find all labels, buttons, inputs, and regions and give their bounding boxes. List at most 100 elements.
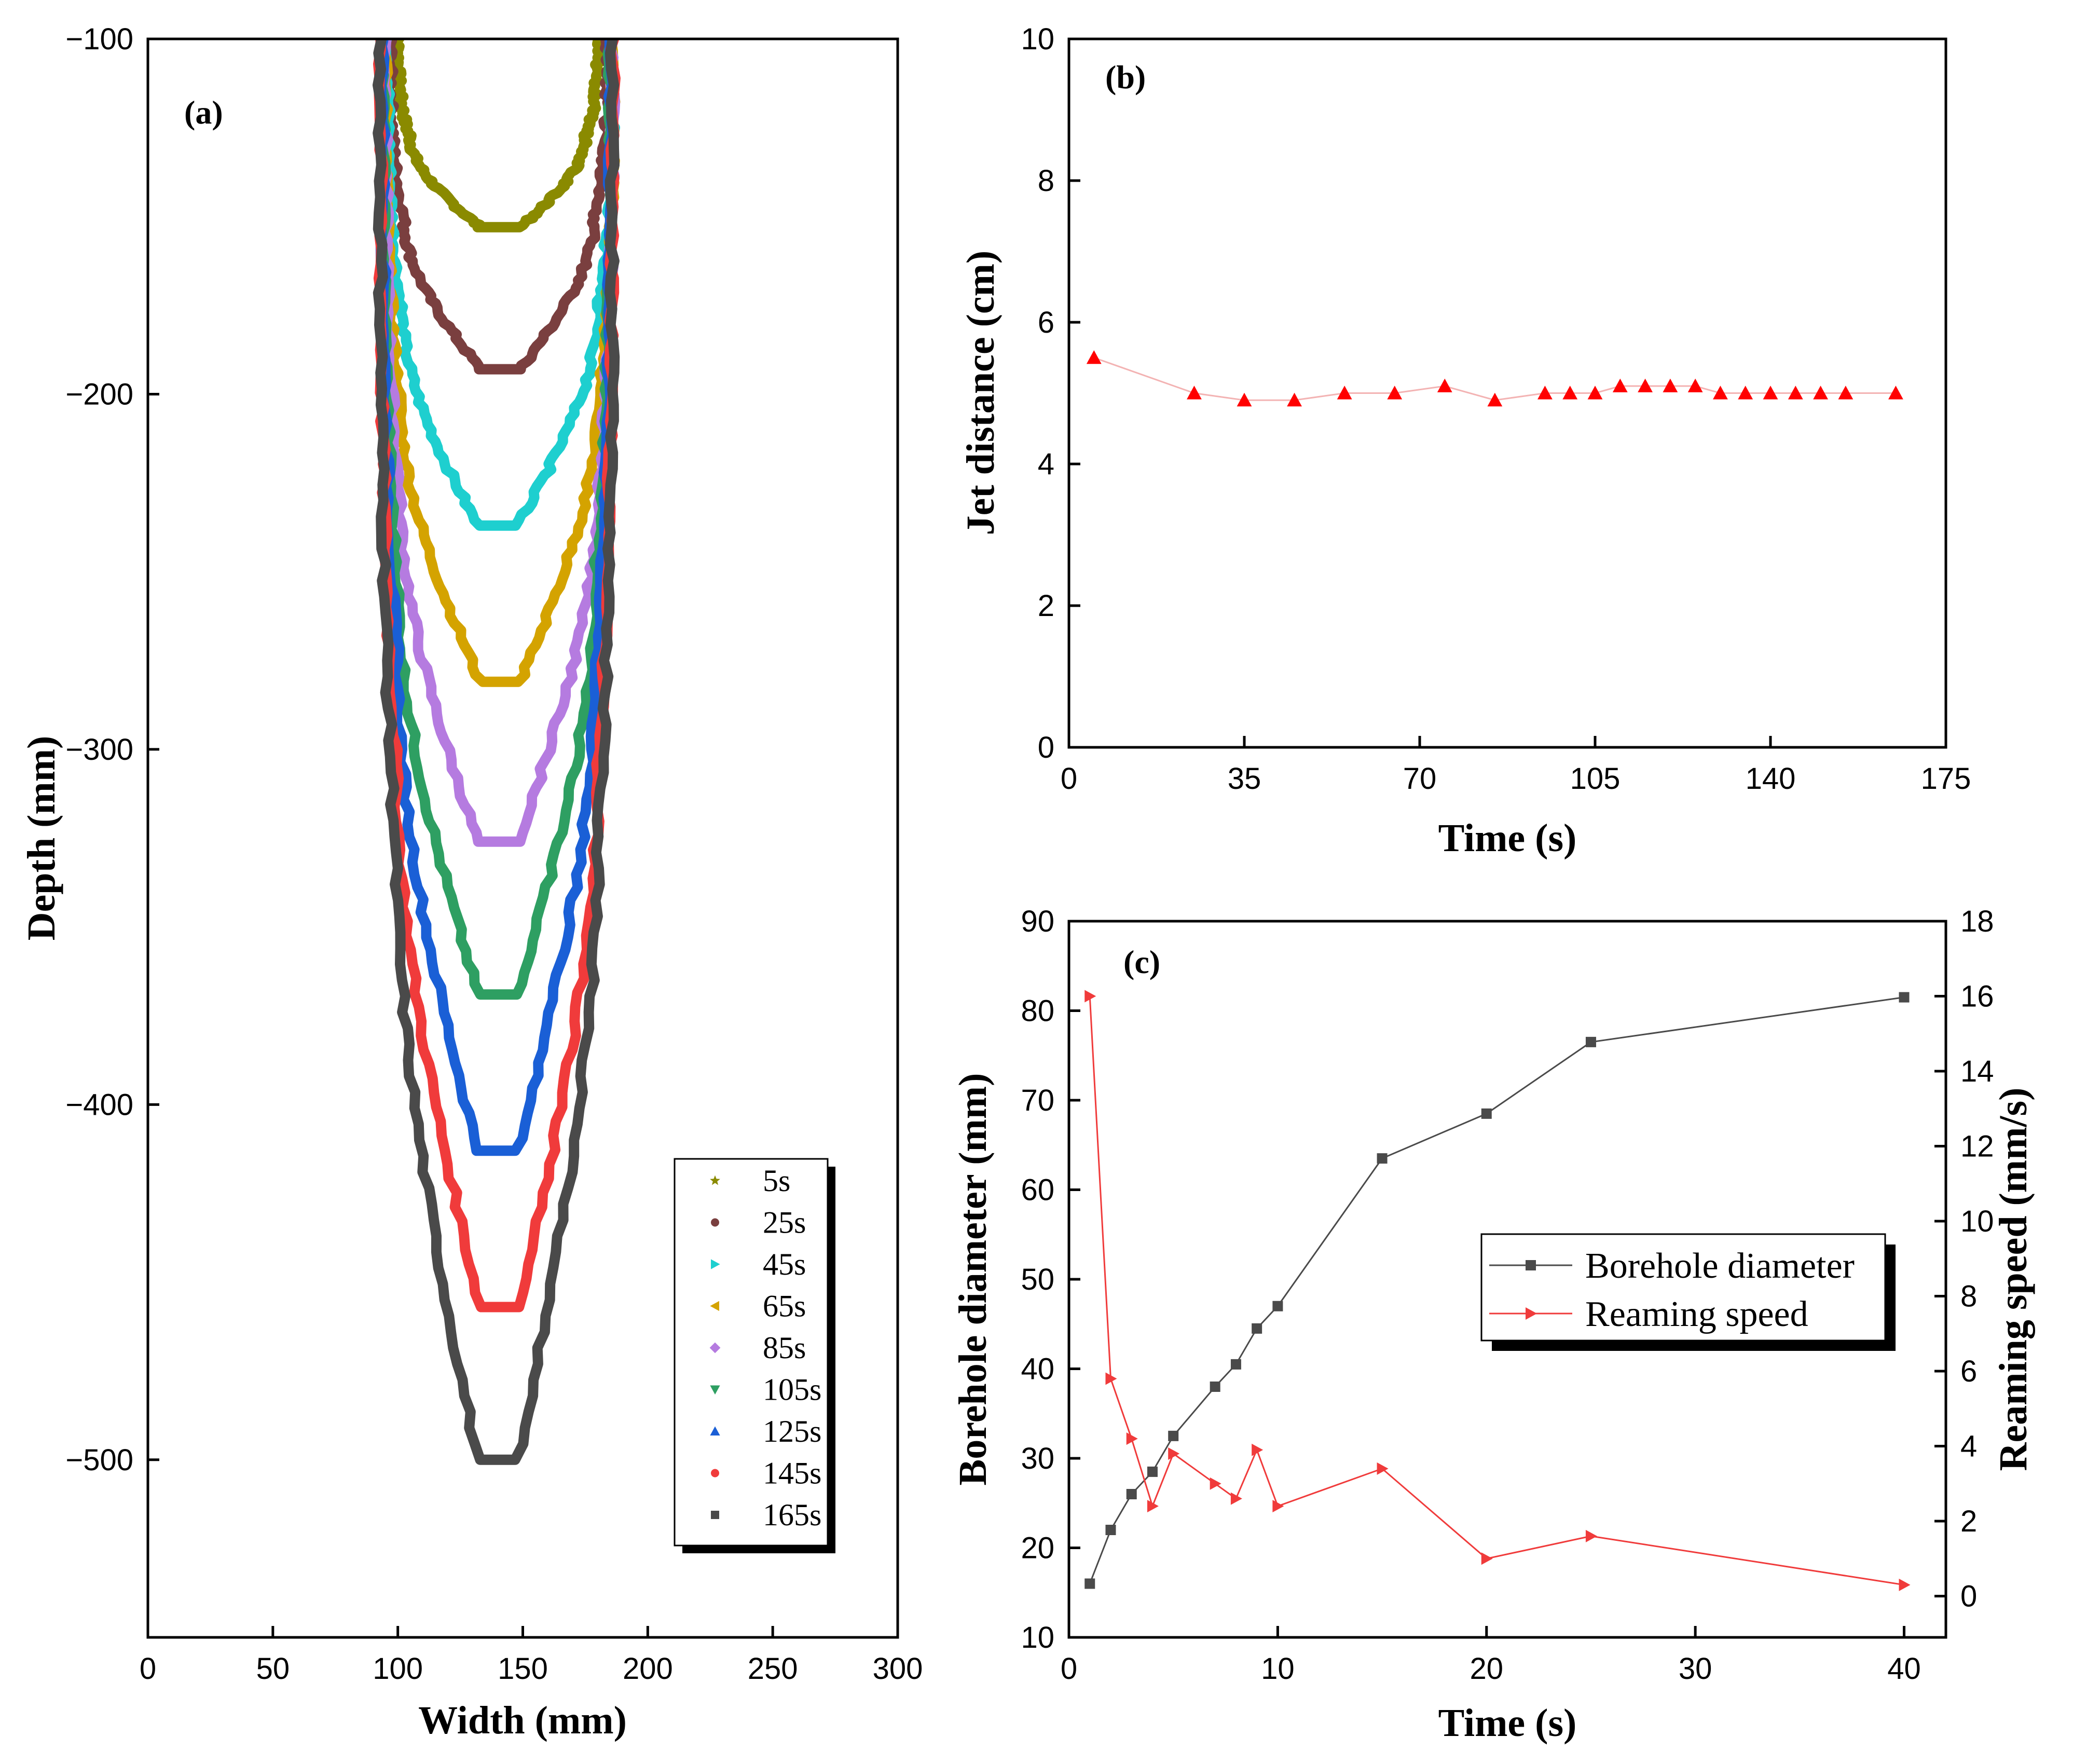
a-y-tick-label: −400 [65, 1088, 133, 1122]
c-data-point [1084, 990, 1096, 1003]
b-x-tick-label: 0 [1061, 762, 1077, 796]
c-data-point [1252, 1443, 1264, 1456]
c-data-point [1481, 1108, 1492, 1119]
b-y-tick-label: 6 [1038, 306, 1054, 339]
b-y-tick-label: 0 [1038, 731, 1054, 764]
c-y2-tick-label: 10 [1960, 1205, 1994, 1238]
b-data-point [1663, 378, 1678, 392]
b-series [1086, 350, 1903, 407]
c-legend-marker [1526, 1307, 1537, 1320]
a-y-tick-label: −300 [65, 733, 133, 767]
b-panel-label: (b) [1105, 59, 1146, 95]
a-legend-label: 105s [763, 1373, 821, 1407]
c-y-tick-label: 30 [1021, 1442, 1054, 1475]
c-y-tick-label: 40 [1021, 1352, 1054, 1386]
c-data-point [1126, 1489, 1137, 1499]
a-legend-marker [710, 1301, 719, 1311]
b-x-tick-label: 105 [1570, 762, 1621, 796]
c-y2-tick-label: 4 [1960, 1430, 1977, 1464]
c-x-tick-label: 0 [1061, 1652, 1077, 1686]
a-x-tick-label: 50 [256, 1652, 290, 1686]
c-data-point [1377, 1462, 1389, 1475]
b-x-tick-label: 140 [1746, 762, 1796, 796]
b-y-tick-label: 4 [1038, 447, 1054, 481]
a-legend-label: 5s [763, 1164, 790, 1198]
a-legend-marker [711, 1511, 719, 1519]
c-y-tick-label: 70 [1021, 1084, 1054, 1117]
b-x-tick-label: 175 [1921, 762, 1971, 796]
b-y-tick-label: 10 [1021, 22, 1054, 56]
b-data-point [1788, 386, 1803, 400]
a-profile-65s [378, 39, 621, 687]
c-data-point [1230, 1359, 1241, 1370]
a-legend-label: 25s [763, 1206, 806, 1240]
c-data-point [1168, 1447, 1180, 1460]
a-y-axis-title: Depth (mm) [20, 736, 63, 941]
a-y-tick-label: −200 [65, 377, 133, 411]
b-data-point [1612, 378, 1628, 392]
b-xticks: 0 35 70 105 140 175 [1061, 736, 1971, 796]
c-series [1084, 990, 1911, 1591]
b-data-point [1537, 386, 1553, 400]
b-data-point [1562, 386, 1578, 400]
a-x-tick-label: 0 [140, 1652, 156, 1686]
b-data-point [1237, 392, 1252, 407]
a-profile-165s [373, 39, 620, 1465]
a-legend-label: 85s [763, 1331, 806, 1365]
b-data-point [1337, 386, 1352, 400]
c-x-tick-label: 20 [1470, 1652, 1504, 1686]
c-y2ticks: 0 2 4 6 8 10 12 14 16 18 [1934, 905, 1994, 1613]
b-y-tick-label: 2 [1038, 589, 1054, 623]
a-legend-marker [710, 1426, 720, 1435]
c-y2-tick-label: 12 [1960, 1130, 1994, 1164]
c-data-point [1272, 1500, 1284, 1513]
c-legend-box [1480, 1233, 1886, 1342]
b-y-tick-label: 8 [1038, 164, 1054, 198]
b-data-point [1086, 350, 1102, 364]
b-data-point [1813, 386, 1828, 400]
b-data-point [1687, 378, 1703, 392]
b-data-point [1287, 392, 1302, 407]
b-data-point [1587, 386, 1603, 400]
c-data-point [1899, 992, 1910, 1003]
a-legend-label: 165s [763, 1498, 821, 1532]
a-x-axis-title: Width (mm) [418, 1699, 627, 1742]
b-plot-frame [1067, 37, 1947, 749]
c-data-point [1585, 1529, 1597, 1542]
c-data-point [1105, 1372, 1117, 1385]
c-y-tick-label: 20 [1021, 1531, 1054, 1565]
a-legend-label: 45s [763, 1247, 806, 1281]
a-panel-label: (a) [184, 94, 223, 131]
b-data-point [1738, 386, 1753, 400]
a-x-tick-label: 150 [498, 1652, 548, 1686]
c-x-axis-title: Time (s) [1438, 1701, 1577, 1745]
a-profile-25s [382, 39, 615, 375]
a-legend-marker [710, 1175, 720, 1185]
c-data-point [1210, 1382, 1220, 1392]
a-yticks: −100 −200 −300 −400 −500 [65, 22, 159, 1477]
c-y-axis-title: Borehole diameter (mm) [951, 1073, 995, 1486]
c-data-point [1899, 1578, 1911, 1591]
c-y2-tick-label: 14 [1960, 1055, 1994, 1088]
a-legend-marker [710, 1385, 720, 1395]
c-y-tick-label: 60 [1021, 1173, 1054, 1207]
c-legend-label: Borehole diameter [1585, 1246, 1855, 1286]
c-data-point [1126, 1432, 1138, 1445]
c-data-point [1168, 1430, 1179, 1441]
c-legend-items: Borehole diameter Reaming speed [1489, 1246, 1855, 1334]
a-legend-label: 125s [763, 1414, 821, 1448]
b-series-line [1093, 357, 1896, 401]
c-y2-tick-label: 0 [1960, 1580, 1977, 1613]
b-y-axis-title: Jet distance (cm) [959, 251, 1003, 536]
c-y-tick-label: 80 [1021, 994, 1054, 1028]
b-data-point [1437, 378, 1452, 392]
b-data-point [1638, 378, 1653, 392]
c-y2-tick-label: 6 [1960, 1355, 1977, 1388]
c-data-point [1272, 1301, 1283, 1311]
b-x-axis-title: Time (s) [1438, 816, 1577, 860]
c-data-point [1105, 1525, 1116, 1535]
b-data-point [1888, 386, 1903, 400]
c-y2-tick-label: 2 [1960, 1505, 1977, 1538]
c-y2-tick-label: 18 [1960, 905, 1994, 938]
